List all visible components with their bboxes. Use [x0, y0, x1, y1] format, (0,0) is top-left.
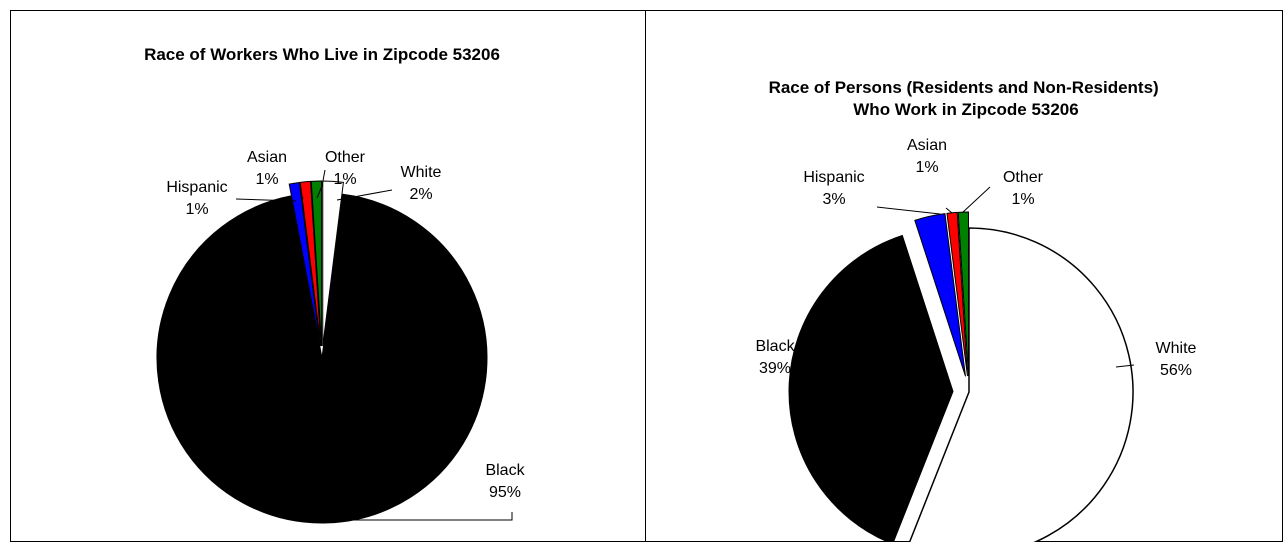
- chart-2-pct-white: 56%: [1160, 362, 1192, 379]
- chart-1-leader-black: [352, 512, 513, 521]
- chart-1-label-asian: Asian: [247, 149, 287, 166]
- chart-2-label-asian: Asian: [907, 137, 947, 154]
- chart-1-pie: [156, 180, 488, 524]
- chart-1-pct-hispanic: 1%: [185, 201, 208, 218]
- chart-1-leader-asian: [299, 189, 304, 200]
- chart-2-slice-hispanic: [914, 213, 967, 377]
- chart-1-label-white: White: [401, 164, 442, 181]
- chart-2-pct-asian: 1%: [915, 159, 938, 176]
- chart-1-slice-other: [310, 180, 323, 347]
- chart-1-label-other: Other: [325, 149, 366, 166]
- chart-1-leader-other: [316, 169, 326, 199]
- chart-1-pct-white: 2%: [409, 186, 432, 203]
- chart-1-leader-lines: [235, 169, 513, 521]
- chart-2-leader-white: [1115, 364, 1135, 368]
- chart-2-pct-hispanic: 3%: [822, 191, 845, 208]
- chart-1-pct-asian: 1%: [255, 171, 278, 188]
- chart-2-pct-other: 1%: [1011, 191, 1034, 208]
- chart-1-leader-white: [336, 189, 393, 201]
- chart-2-leader-lines: [876, 186, 1135, 368]
- chart-1-slice-black: [156, 193, 488, 524]
- chart-2-leader-hispanic: [876, 206, 941, 215]
- chart-1-leader-hispanic: [235, 198, 297, 202]
- chart-2-label-hispanic: Hispanic: [803, 169, 864, 186]
- chart-2-leader-other: [961, 186, 991, 214]
- chart-2-slice-white: [908, 227, 1134, 542]
- chart-1-title: Race of Workers Who Live in Zipcode 5320…: [144, 45, 500, 64]
- chart-1-slice-asian: [299, 180, 322, 347]
- chart-2-slice-black: [788, 234, 954, 542]
- chart-2-label-other: Other: [1003, 169, 1044, 186]
- chart-2-label-white: White: [1156, 340, 1197, 357]
- chart-2-title: Race of Persons (Residents and Non-Resid…: [769, 78, 1164, 119]
- chart-1-label-black: Black: [485, 462, 525, 479]
- chart-1-pct-other: 1%: [333, 171, 356, 188]
- chart-2-pie: [788, 211, 1134, 542]
- chart-1-label-hispanic: Hispanic: [166, 179, 227, 196]
- chart-2-pct-black: 39%: [759, 360, 791, 377]
- chart-2-leader-asian: [945, 207, 953, 214]
- chart-2-label-black: Black: [755, 338, 795, 355]
- chart-1-pct-black: 95%: [489, 484, 521, 501]
- chart-1-slice-hispanic: [288, 181, 321, 347]
